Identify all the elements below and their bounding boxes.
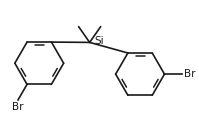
Text: Br: Br xyxy=(184,69,196,79)
Text: Si: Si xyxy=(95,36,104,46)
Text: Br: Br xyxy=(12,102,24,112)
